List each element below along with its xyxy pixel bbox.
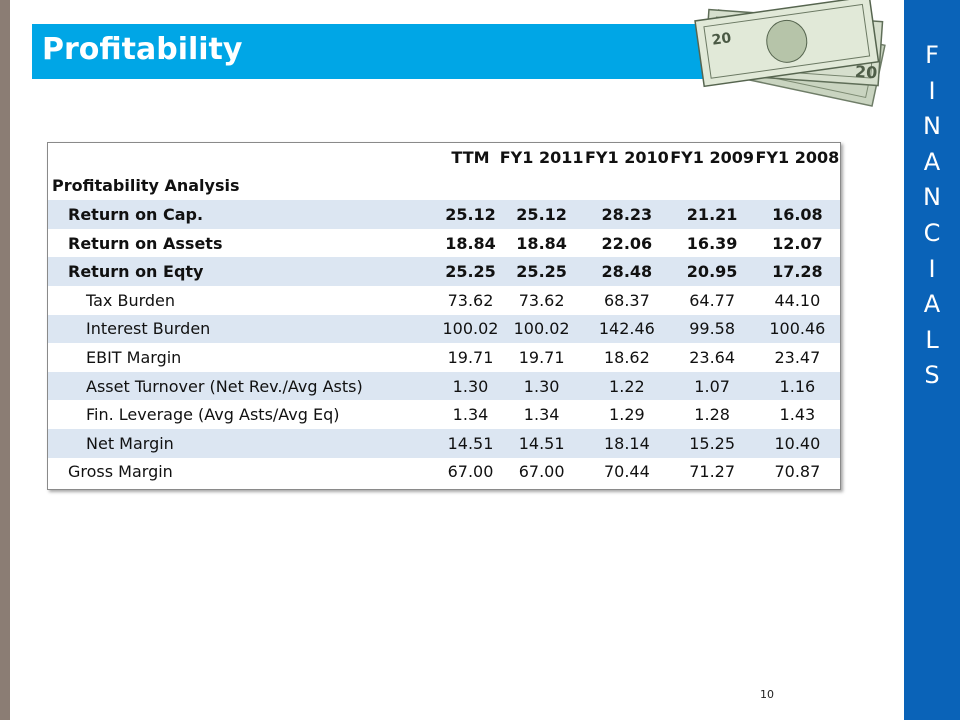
- col-header: FY1 2011: [499, 147, 584, 167]
- row-label: Return on Eqty: [68, 262, 204, 282]
- side-letter: N: [923, 112, 941, 141]
- side-label-financials: F I N A N C I A L S: [904, 38, 960, 394]
- table-cell: 18.62: [603, 347, 650, 367]
- table-cell: 1.34: [523, 405, 560, 425]
- table-row: Tax Burden 73.62 73.62 68.37 64.77 44.10: [48, 286, 840, 315]
- table-cell: 14.51: [518, 433, 565, 453]
- table-cell: 73.62: [518, 290, 565, 310]
- table-row: Interest Burden 100.02 100.02 142.46 99.…: [48, 314, 840, 344]
- table-row: Asset Turnover (Net Rev./Avg Asts) 1.30 …: [48, 371, 840, 401]
- table-cell: 18.84: [516, 233, 567, 253]
- table-cell: 142.46: [598, 319, 655, 339]
- table-cell: 1.34: [452, 405, 489, 425]
- table-cell: 1.07: [694, 376, 730, 396]
- table-row: Net Margin 14.51 14.51 18.14 15.25 10.40: [48, 428, 840, 458]
- svg-text:20: 20: [711, 30, 733, 49]
- side-letter: A: [923, 147, 941, 176]
- table-row: Gross Margin 67.00 67.00 70.44 71.27 70.…: [48, 458, 840, 487]
- table-cell: 1.30: [452, 376, 489, 396]
- col-header: TTM: [451, 147, 490, 167]
- table-cell: 100.02: [442, 319, 499, 339]
- table-cell: 70.44: [603, 462, 650, 482]
- table-cell: 17.28: [772, 262, 823, 282]
- table-cell: 28.23: [601, 204, 653, 224]
- table-row: Fin. Leverage (Avg Asts/Avg Eq) 1.34 1.3…: [48, 400, 840, 429]
- side-letter: A: [923, 290, 941, 319]
- table-cell: 25.12: [516, 204, 567, 224]
- table-cell: 16.39: [686, 233, 738, 253]
- side-letter: I: [928, 76, 936, 105]
- row-label: Asset Turnover (Net Rev./Avg Asts): [86, 376, 363, 396]
- title-bar: Profitability: [32, 24, 732, 79]
- table-cell: 25.25: [516, 262, 567, 282]
- table-cell: 23.64: [689, 347, 736, 367]
- side-letter: C: [923, 218, 941, 247]
- side-letter: L: [925, 325, 939, 354]
- table-cell: 23.47: [774, 347, 821, 367]
- table-cell: 1.43: [779, 405, 816, 425]
- table-cell: 70.87: [774, 462, 821, 482]
- row-label: Interest Burden: [86, 319, 211, 339]
- table-row: Return on Eqty 25.25 25.25 28.48 20.95 1…: [48, 257, 840, 286]
- table-cell: 14.51: [447, 433, 494, 453]
- row-label: Gross Margin: [68, 462, 173, 482]
- table-cell: 25.25: [445, 262, 496, 282]
- side-bar: [904, 0, 960, 720]
- side-letter: I: [928, 254, 936, 283]
- table-row: Return on Cap. 25.12 25.12 28.23 21.21 1…: [48, 200, 840, 229]
- table-cell: 73.62: [447, 290, 494, 310]
- col-header: FY1 2010: [584, 147, 669, 167]
- table-cell: 19.71: [447, 347, 494, 367]
- table-cell: 28.48: [601, 262, 653, 282]
- row-label: Tax Burden: [86, 290, 176, 310]
- table-header-row: TTM FY1 2011 FY1 2010 FY1 2009 FY1 2008: [48, 143, 840, 172]
- profitability-table: TTM FY1 2011 FY1 2010 FY1 2009 FY1 2008 …: [47, 142, 841, 490]
- page-number: 10: [760, 688, 774, 701]
- row-label: Net Margin: [86, 433, 174, 453]
- table-cell: 16.08: [772, 204, 823, 224]
- table-row: Return on Assets 18.84 18.84 22.06 16.39…: [48, 229, 840, 258]
- table-cell: 19.71: [518, 347, 565, 367]
- col-header: FY1 2009: [670, 147, 754, 167]
- table-cell: 1.28: [694, 405, 730, 425]
- table-cell: 1.16: [779, 376, 816, 396]
- page-title: Profitability: [42, 32, 243, 67]
- side-letter: S: [924, 361, 940, 390]
- table-cell: 1.29: [609, 405, 645, 425]
- table-row: EBIT Margin 19.71 19.71 18.62 23.64 23.4…: [48, 343, 840, 372]
- col-header: FY1 2008: [755, 147, 840, 167]
- side-letter: F: [925, 41, 939, 69]
- table-cell: 22.06: [601, 233, 653, 253]
- row-label: Fin. Leverage (Avg Asts/Avg Eq): [86, 405, 340, 425]
- table-cell: 18.84: [445, 233, 496, 253]
- table-cell: 1.22: [609, 376, 645, 396]
- table-cell: 44.10: [774, 290, 821, 310]
- table-cell: 67.00: [518, 462, 565, 482]
- money-bills-icon: 20 20: [694, 0, 886, 107]
- svg-text:20: 20: [854, 62, 878, 83]
- table-cell: 1.30: [523, 376, 560, 396]
- section-label: Profitability Analysis: [52, 176, 240, 196]
- table-cell: 64.77: [689, 290, 736, 310]
- table-cell: 12.07: [772, 233, 823, 253]
- table-cell: 67.00: [447, 462, 494, 482]
- table-cell: 20.95: [686, 262, 738, 282]
- table-cell: 15.25: [689, 433, 736, 453]
- table-cell: 68.37: [603, 290, 650, 310]
- table-cell: 100.46: [769, 319, 826, 339]
- side-letter: N: [923, 183, 941, 212]
- table-cell: 21.21: [686, 204, 738, 224]
- left-accent-strip: [0, 0, 10, 720]
- row-label: EBIT Margin: [86, 347, 182, 367]
- row-label: Return on Assets: [68, 233, 223, 253]
- table-cell: 71.27: [689, 462, 736, 482]
- row-label: Return on Cap.: [68, 204, 204, 224]
- table-cell: 99.58: [689, 319, 736, 339]
- table-cell: 25.12: [445, 204, 496, 224]
- section-row: Profitability Analysis: [48, 172, 840, 201]
- table-cell: 100.02: [513, 319, 570, 339]
- table-cell: 18.14: [603, 433, 650, 453]
- table-cell: 10.40: [774, 433, 821, 453]
